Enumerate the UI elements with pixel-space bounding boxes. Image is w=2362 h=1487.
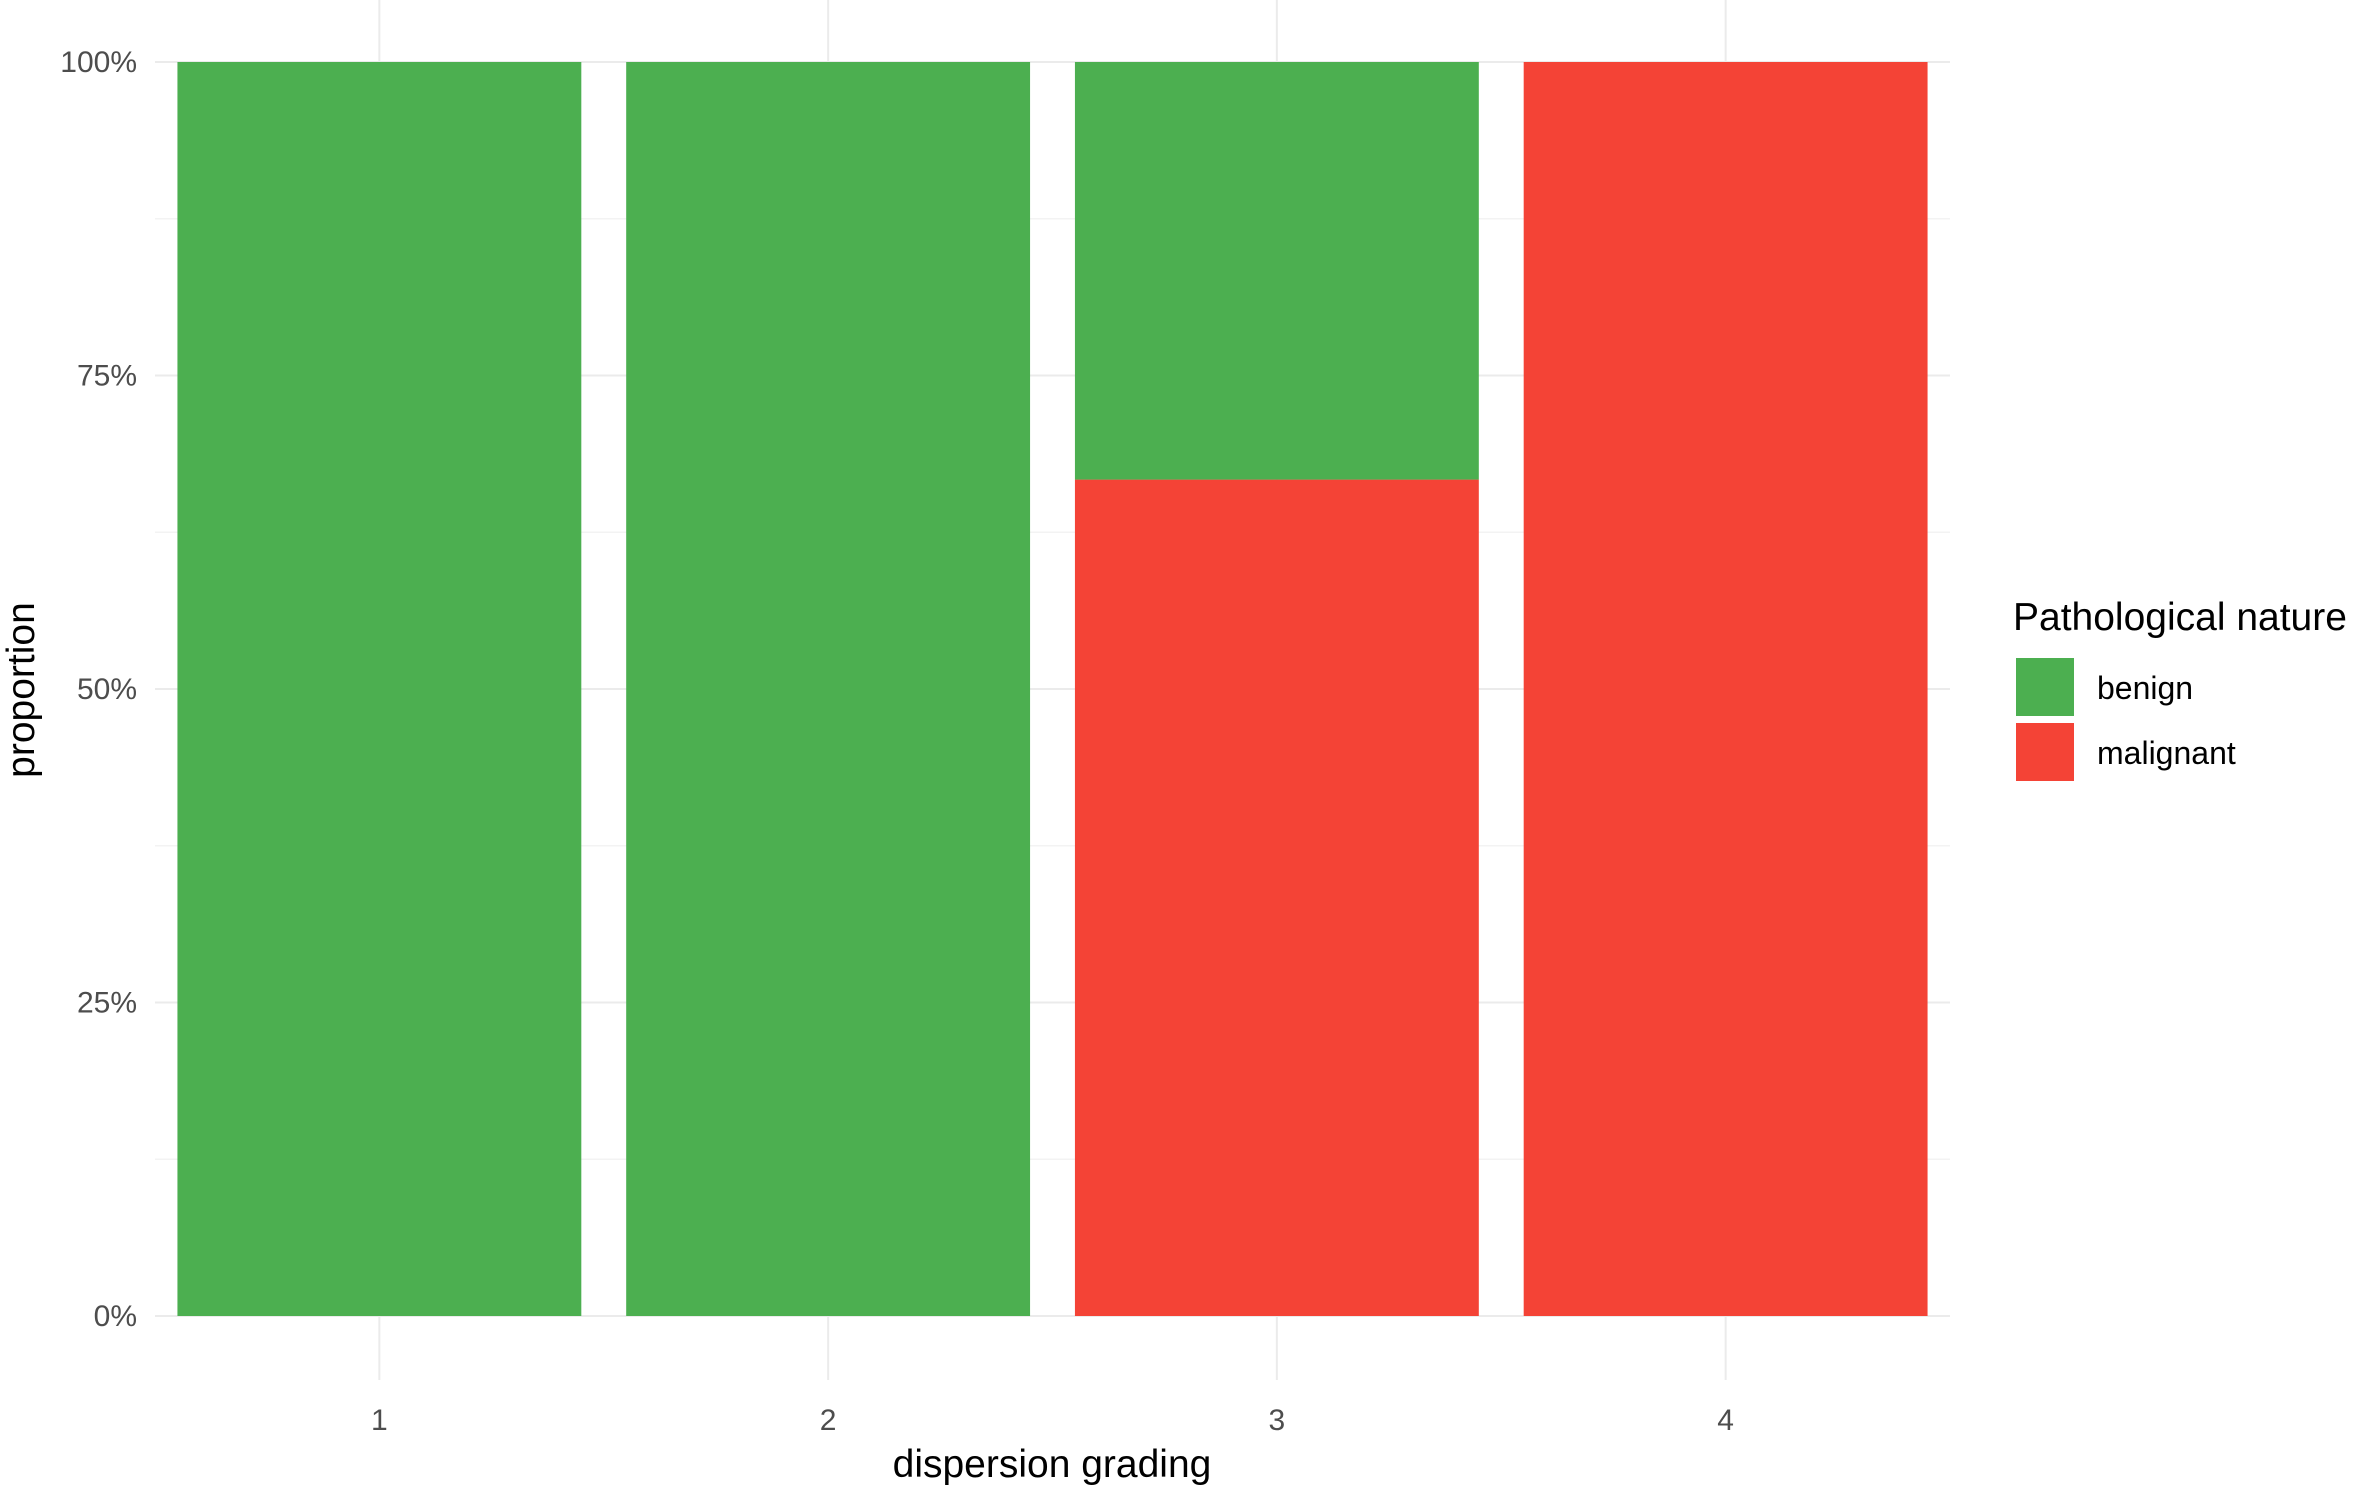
bars bbox=[177, 62, 1928, 1316]
bar-benign-2 bbox=[626, 62, 1031, 1316]
x-axis-title: dispersion grading bbox=[893, 1443, 1212, 1486]
bar-malignant-3 bbox=[1074, 479, 1479, 1316]
bar-malignant-4 bbox=[1523, 62, 1928, 1316]
y-axis-title: proportion bbox=[0, 602, 43, 778]
y-tick-label: 100% bbox=[60, 46, 137, 79]
y-tick-label: 75% bbox=[77, 360, 137, 393]
x-tick-label: 4 bbox=[1717, 1404, 1734, 1437]
legend-title: Pathological nature bbox=[2013, 596, 2347, 639]
x-tick-label: 3 bbox=[1269, 1404, 1286, 1437]
y-tick-label: 25% bbox=[77, 987, 137, 1020]
x-axis-ticks: 1 2 3 4 bbox=[371, 1404, 1734, 1437]
bar-benign-3 bbox=[1074, 62, 1479, 480]
y-tick-label: 0% bbox=[94, 1300, 137, 1333]
y-tick-label: 50% bbox=[77, 673, 137, 706]
x-tick-label: 2 bbox=[820, 1404, 837, 1437]
legend: Pathological nature benign malignant bbox=[2013, 596, 2347, 781]
legend-swatch-malignant bbox=[2016, 723, 2074, 781]
x-tick-label: 1 bbox=[371, 1404, 388, 1437]
bar-benign-1 bbox=[177, 62, 582, 1316]
legend-label-benign: benign bbox=[2097, 670, 2193, 706]
legend-label-malignant: malignant bbox=[2097, 735, 2236, 771]
legend-swatch-benign bbox=[2016, 658, 2074, 716]
y-axis-ticks: 0% 25% 50% 75% 100% bbox=[60, 46, 137, 1333]
